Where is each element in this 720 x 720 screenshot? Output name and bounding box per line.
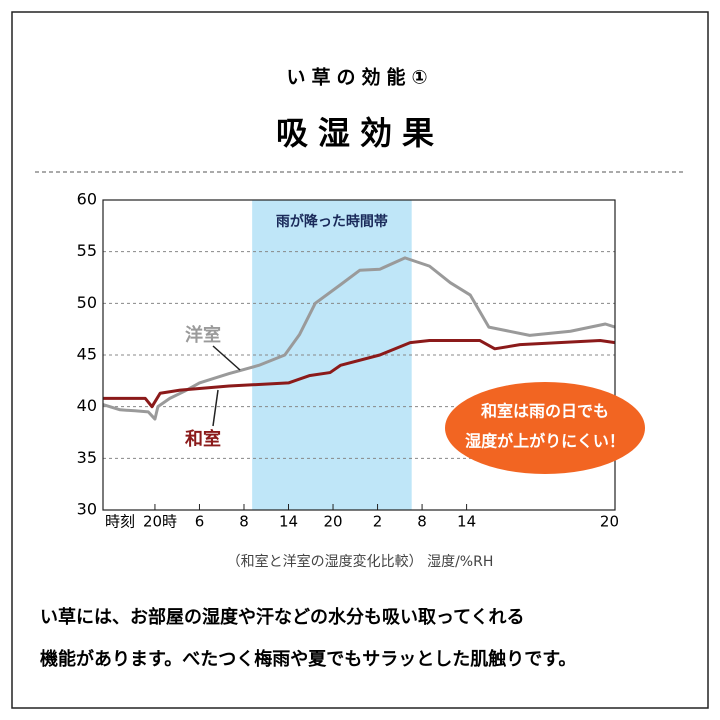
x-tick-label: 14: [457, 513, 476, 531]
band-label: 雨が降った時間帯: [276, 213, 388, 230]
body-text: 機能があります。べたつく梅雨や夏でもサラッとした肌触りです。: [40, 648, 576, 670]
y-tick-label: 50: [77, 293, 97, 312]
pointer: [212, 345, 241, 371]
x-tick-label: 8: [239, 513, 249, 531]
y-tick-label: 55: [77, 241, 97, 260]
series-line: [103, 339, 616, 409]
y-tick-label: 60: [77, 190, 97, 209]
caption: （和室と洋室の湿度変化比較） 湿度/%RH: [227, 553, 494, 570]
callout: [445, 382, 645, 474]
y-tick-label: 40: [77, 396, 97, 415]
body-text: い草には、お部屋の湿度や汗などの水分も吸い取ってくれる: [40, 606, 525, 628]
callout-text: 和室は雨の日でも: [481, 402, 609, 421]
callout-text: 湿度が上がりにくい！: [464, 432, 625, 451]
pointer: [212, 389, 219, 427]
x-tick-label: 14: [279, 513, 298, 531]
y-tick-label: 45: [77, 345, 97, 364]
series-label: 洋室: [185, 324, 221, 346]
series-label: 和室: [185, 428, 221, 450]
x-tick-label: 20: [600, 513, 619, 531]
x-axis-label: 時刻: [105, 513, 135, 531]
y-tick-label: 35: [77, 448, 97, 467]
plot-border: [102, 199, 616, 511]
x-tick-label: 2: [373, 513, 383, 531]
title: 吸湿効果: [276, 114, 444, 152]
x-tick-label: 8: [417, 513, 427, 531]
x-tick-label: 20: [323, 513, 342, 531]
y-tick-label: 30: [77, 500, 97, 519]
subtitle: い草の効能①: [286, 66, 433, 89]
x-tick-label: 20時: [143, 513, 177, 531]
series-line: [102, 256, 616, 421]
x-tick-label: 6: [195, 513, 205, 531]
